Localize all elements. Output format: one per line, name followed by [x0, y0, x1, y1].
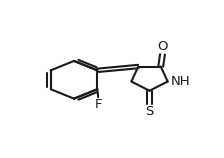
Text: F: F — [95, 98, 102, 111]
Text: O: O — [157, 40, 168, 53]
Text: S: S — [145, 105, 154, 118]
Text: NH: NH — [170, 75, 190, 88]
